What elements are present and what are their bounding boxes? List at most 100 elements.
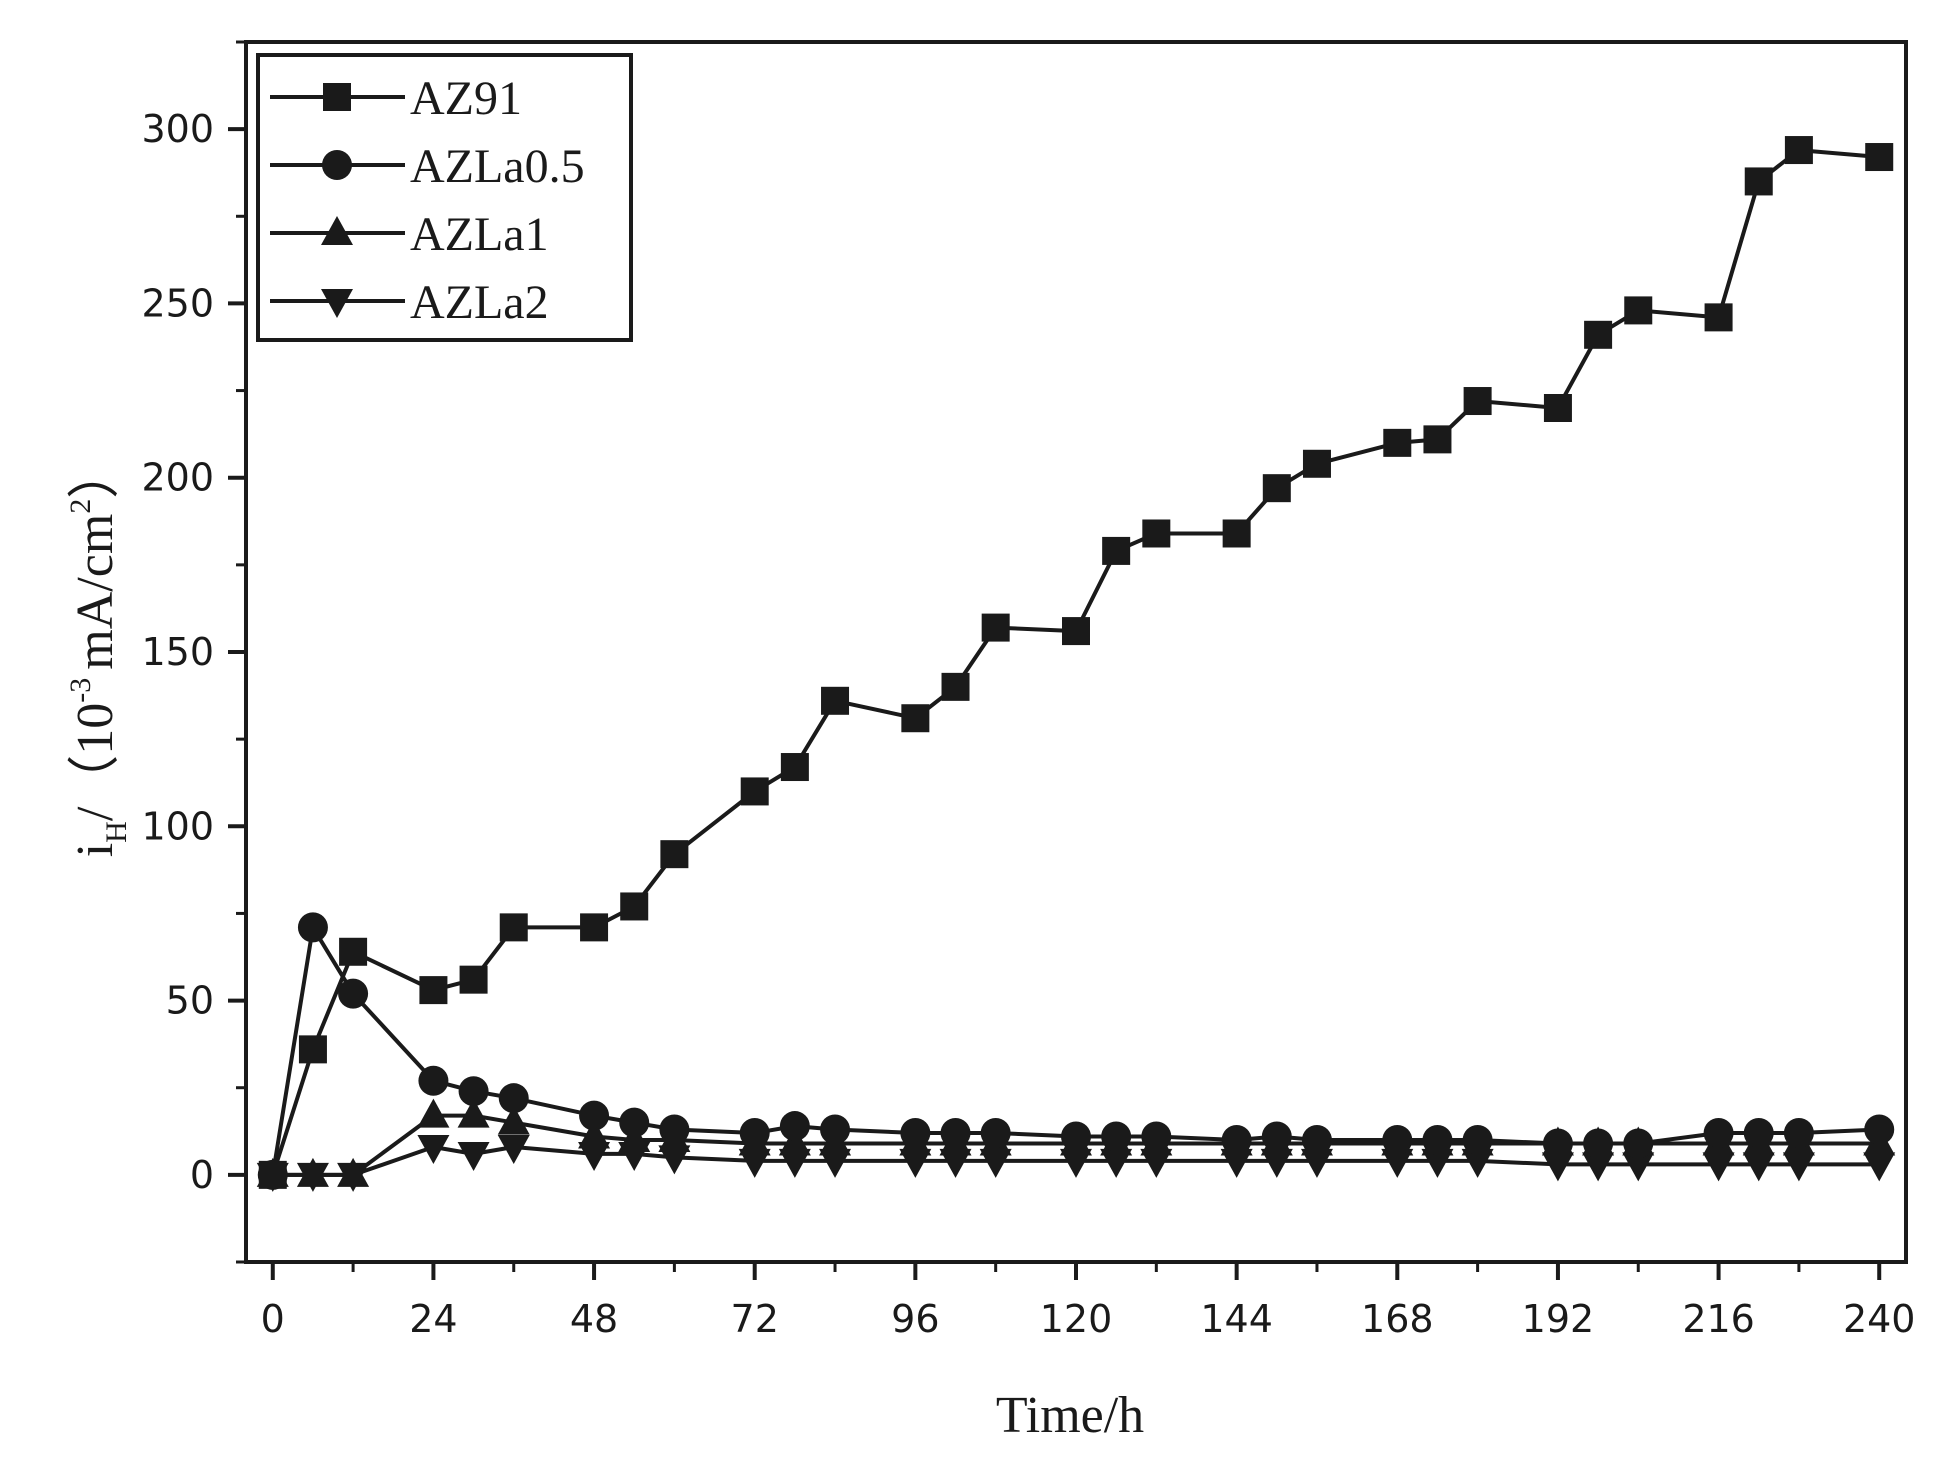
y-axis-title: iH/（10-3 mA/cm2） (64, 447, 133, 858)
data-point-azla1 (578, 1119, 611, 1149)
data-point-azla0-5 (579, 1100, 610, 1131)
data-point-azla0-5 (1583, 1128, 1614, 1159)
data-point-az91 (780, 753, 809, 782)
x-tick-label: 24 (409, 1297, 457, 1341)
data-point-azla2 (1140, 1148, 1173, 1178)
data-point-az91 (298, 1035, 327, 1064)
data-point-az91 (1302, 449, 1331, 478)
data-point-azla0-5 (1101, 1121, 1132, 1152)
data-point-azla0-5 (1221, 1125, 1252, 1155)
data-point-azla2 (1100, 1148, 1133, 1178)
y-tick-label: 300 (141, 107, 214, 151)
data-point-azla0-5 (338, 978, 369, 1009)
data-point-azla1 (296, 1157, 329, 1187)
x-axis: 0 24 48 72 96 120 144 168 192 216 240 (261, 1262, 1916, 1341)
data-point-azla2 (1260, 1148, 1293, 1178)
data-point-az91 (660, 840, 689, 869)
data-point-azla2 (417, 1134, 450, 1164)
data-point-azla2 (979, 1148, 1012, 1178)
x-tick-label: 72 (731, 1297, 779, 1341)
x-tick-label: 96 (891, 1297, 939, 1341)
y-axis-title-unit-exponent: 2 (64, 499, 97, 514)
x-tick-label: 120 (1040, 1297, 1113, 1341)
data-point-az91 (1142, 519, 1171, 548)
legend-item-azla0-5: AZLa0.5 (270, 140, 585, 193)
data-point-az91 (459, 965, 488, 994)
legend: AZ91 AZLa0.5 AZLa1 AZLa2 (256, 53, 633, 342)
y-axis-title-close: ） (67, 447, 124, 499)
data-point-az91 (1584, 320, 1613, 349)
legend-label: AZLa0.5 (410, 140, 585, 193)
y-tick-label: 100 (141, 804, 214, 848)
data-point-azla0-5 (1301, 1125, 1332, 1155)
data-point-az91 (1062, 617, 1090, 646)
data-point-azla0-5 (900, 1118, 931, 1149)
series-az91 (258, 136, 1894, 1189)
data-point-azla2 (738, 1148, 771, 1178)
data-point-azla2 (1381, 1148, 1414, 1178)
legend-item-azla2: AZLa2 (270, 276, 549, 329)
y-axis-title-open: /（10 (67, 703, 124, 821)
data-point-azla2 (658, 1145, 691, 1175)
y-tick-label: 200 (141, 456, 214, 500)
y-axis-title-unit: mA/cm (67, 514, 124, 670)
legend-item-az91: AZ91 (270, 72, 522, 125)
data-point-azla0-5 (619, 1107, 650, 1138)
data-point-azla0-5 (1743, 1118, 1774, 1149)
data-point-azla0-5 (980, 1118, 1011, 1149)
y-axis: 0 50 100 150 200 250 300 (141, 40, 246, 1264)
data-point-az91 (580, 913, 609, 942)
data-point-azla1 (337, 1157, 370, 1187)
data-point-az91 (1784, 136, 1813, 165)
legend-item-azla1: AZLa1 (270, 208, 549, 261)
data-point-azla2 (939, 1148, 972, 1178)
y-tick-label: 50 (166, 979, 214, 1023)
series-layer (256, 136, 1896, 1192)
y-axis-title-base: i (67, 843, 124, 857)
data-point-az91 (1704, 303, 1733, 332)
legend-label: AZLa2 (410, 276, 549, 329)
data-point-azla0-5 (659, 1114, 690, 1145)
x-tick-label: 216 (1682, 1297, 1755, 1341)
data-point-azla0-5 (458, 1076, 489, 1107)
data-point-azla0-5 (1261, 1121, 1292, 1152)
legend-box (256, 53, 633, 342)
data-point-azla0-5 (418, 1065, 449, 1096)
data-point-azla2 (1541, 1152, 1574, 1182)
data-point-az91 (821, 686, 850, 715)
data-point-az91 (1262, 474, 1291, 503)
data-point-azla0-5 (1141, 1121, 1172, 1152)
data-point-azla1 (417, 1098, 450, 1128)
data-point-azla0-5 (1542, 1128, 1573, 1159)
data-point-azla0-5 (1422, 1125, 1453, 1155)
data-point-azla2 (1300, 1148, 1333, 1178)
data-point-azla0-5 (820, 1114, 851, 1145)
data-point-azla0-5 (1864, 1114, 1895, 1145)
x-tick-label: 240 (1843, 1297, 1916, 1341)
data-point-az91 (901, 704, 930, 733)
data-point-az91 (740, 777, 769, 806)
data-point-azla2 (778, 1148, 811, 1178)
data-point-azla2 (578, 1141, 611, 1171)
x-tick-label: 0 (261, 1297, 285, 1341)
data-point-az91 (1102, 536, 1131, 565)
legend-label: AZ91 (410, 72, 522, 125)
data-point-azla2 (1421, 1148, 1454, 1178)
data-point-az91 (1624, 296, 1653, 325)
data-point-azla2 (457, 1141, 490, 1171)
x-tick-label: 192 (1522, 1297, 1595, 1341)
data-point-azla0-5 (297, 912, 328, 943)
legend-marker-azla2 (321, 289, 353, 318)
data-point-az91 (620, 892, 649, 921)
data-point-az91 (981, 613, 1010, 642)
x-tick-label: 168 (1361, 1297, 1434, 1341)
data-point-azla0-5 (498, 1083, 529, 1114)
data-point-az91 (1222, 519, 1251, 548)
data-point-azla2 (1702, 1152, 1735, 1182)
data-point-azla0-5 (1703, 1118, 1734, 1149)
data-point-azla2 (497, 1134, 530, 1164)
data-point-azla2 (1863, 1152, 1896, 1182)
data-point-az91 (258, 1160, 287, 1189)
legend-marker-az91 (323, 83, 351, 111)
